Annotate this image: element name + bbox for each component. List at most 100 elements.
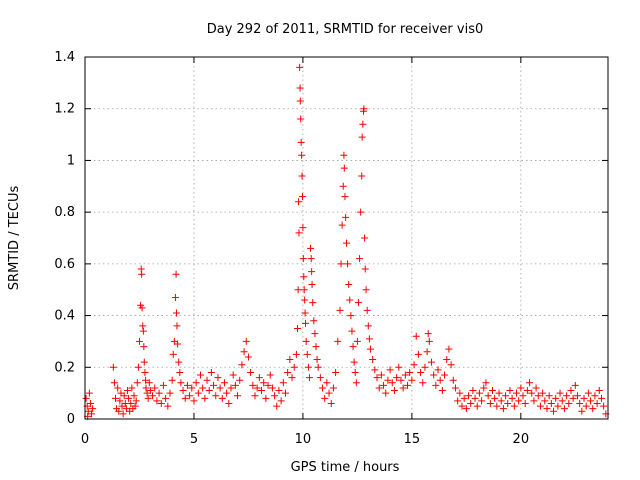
data-point bbox=[307, 244, 315, 252]
data-point bbox=[539, 389, 547, 397]
data-point bbox=[308, 281, 316, 289]
data-point bbox=[297, 115, 305, 123]
data-point bbox=[354, 299, 362, 307]
data-point bbox=[427, 358, 435, 366]
data-point bbox=[380, 381, 388, 389]
data-point bbox=[266, 371, 274, 379]
data-point bbox=[393, 374, 401, 382]
data-point bbox=[543, 405, 551, 413]
data-point bbox=[308, 268, 316, 276]
data-point bbox=[456, 389, 464, 397]
data-point bbox=[357, 208, 365, 216]
data-point bbox=[517, 384, 525, 392]
data-point bbox=[471, 394, 479, 402]
data-point bbox=[362, 286, 370, 294]
data-point bbox=[342, 213, 350, 221]
data-point bbox=[162, 394, 170, 402]
data-point bbox=[223, 389, 231, 397]
chart-title: Day 292 of 2011, SRMTID for receiver vis… bbox=[207, 22, 484, 37]
grid bbox=[85, 57, 608, 419]
data-point bbox=[249, 381, 257, 389]
data-point bbox=[388, 379, 396, 387]
data-point bbox=[349, 343, 357, 351]
data-point bbox=[123, 387, 131, 395]
data-point bbox=[244, 353, 252, 361]
data-point bbox=[469, 387, 477, 395]
data-point bbox=[85, 389, 93, 397]
data-point bbox=[340, 164, 348, 172]
data-point bbox=[186, 392, 194, 400]
y-tick-label: 0.2 bbox=[54, 360, 75, 375]
y-tick-label: 0 bbox=[67, 412, 75, 427]
data-point bbox=[465, 392, 473, 400]
data-point bbox=[277, 397, 285, 405]
data-point bbox=[339, 182, 347, 190]
data-point bbox=[395, 363, 403, 371]
data-point bbox=[358, 133, 366, 141]
data-point bbox=[313, 356, 321, 364]
data-point bbox=[399, 384, 407, 392]
data-point bbox=[386, 366, 394, 374]
data-point bbox=[397, 376, 405, 384]
data-point bbox=[302, 319, 310, 327]
data-point bbox=[351, 368, 359, 376]
data-point bbox=[565, 399, 573, 407]
data-point bbox=[294, 286, 302, 294]
data-point bbox=[499, 405, 507, 413]
data-point bbox=[304, 363, 312, 371]
y-tick-label: 1.2 bbox=[54, 102, 75, 117]
data-point bbox=[298, 151, 306, 159]
data-point bbox=[275, 387, 283, 395]
data-point bbox=[340, 151, 348, 159]
data-point bbox=[567, 387, 575, 395]
data-point bbox=[218, 394, 226, 402]
data-point bbox=[352, 379, 360, 387]
data-point bbox=[593, 399, 601, 407]
data-point bbox=[424, 330, 432, 338]
data-point bbox=[183, 381, 191, 389]
data-point bbox=[475, 389, 483, 397]
data-point bbox=[523, 387, 531, 395]
data-point bbox=[408, 376, 416, 384]
data-point bbox=[545, 392, 553, 400]
data-point bbox=[238, 361, 246, 369]
data-point bbox=[556, 389, 564, 397]
data-point bbox=[348, 327, 356, 335]
data-point bbox=[512, 389, 520, 397]
data-point bbox=[131, 402, 139, 410]
data-point bbox=[140, 343, 148, 351]
data-point bbox=[216, 384, 224, 392]
data-point bbox=[273, 402, 281, 410]
data-point bbox=[166, 389, 174, 397]
data-point bbox=[114, 384, 122, 392]
data-point bbox=[582, 402, 590, 410]
data-point bbox=[360, 105, 368, 113]
data-point bbox=[138, 270, 146, 278]
data-point bbox=[366, 345, 374, 353]
data-point bbox=[234, 392, 242, 400]
data-point bbox=[135, 337, 143, 345]
data-point bbox=[116, 397, 124, 405]
data-point bbox=[401, 371, 409, 379]
data-point bbox=[460, 394, 468, 402]
data-point bbox=[369, 356, 377, 364]
data-point bbox=[157, 399, 165, 407]
data-point bbox=[576, 399, 584, 407]
data-point bbox=[220, 379, 228, 387]
x-tick-label: 5 bbox=[190, 432, 198, 447]
data-point bbox=[573, 392, 581, 400]
data-point bbox=[358, 172, 366, 180]
data-point bbox=[109, 363, 117, 371]
data-point bbox=[377, 371, 385, 379]
data-point bbox=[491, 394, 499, 402]
data-point bbox=[478, 397, 486, 405]
data-point bbox=[473, 402, 481, 410]
data-point bbox=[321, 394, 329, 402]
data-point bbox=[300, 273, 308, 281]
data-point bbox=[88, 410, 96, 418]
data-point bbox=[449, 376, 457, 384]
data-point bbox=[134, 363, 142, 371]
data-point bbox=[260, 379, 268, 387]
data-point bbox=[316, 374, 324, 382]
data-point bbox=[521, 399, 529, 407]
